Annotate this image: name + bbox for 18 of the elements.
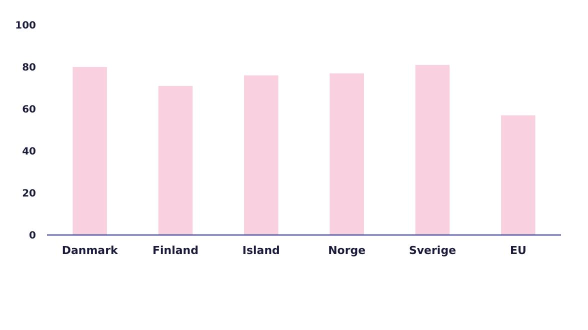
bar	[330, 73, 364, 235]
x-tick-label: Island	[242, 244, 280, 257]
bar	[501, 115, 536, 235]
x-tick-label: Finland	[152, 244, 199, 257]
bar	[244, 75, 278, 235]
x-tick-label: Sverige	[408, 244, 456, 257]
y-tick-label: 40	[22, 146, 36, 158]
x-tick-label: EU	[510, 244, 526, 257]
y-tick-label: 0	[29, 230, 36, 242]
y-tick-label: 20	[22, 188, 36, 200]
y-tick-label: 100	[15, 20, 36, 32]
bar	[72, 67, 107, 235]
bar	[158, 86, 193, 235]
bar	[415, 64, 450, 235]
x-tick-label: Norge	[328, 244, 366, 257]
y-tick-label: 80	[22, 62, 36, 74]
x-tick-label: Danmark	[62, 244, 119, 257]
y-tick-label: 60	[22, 104, 36, 116]
